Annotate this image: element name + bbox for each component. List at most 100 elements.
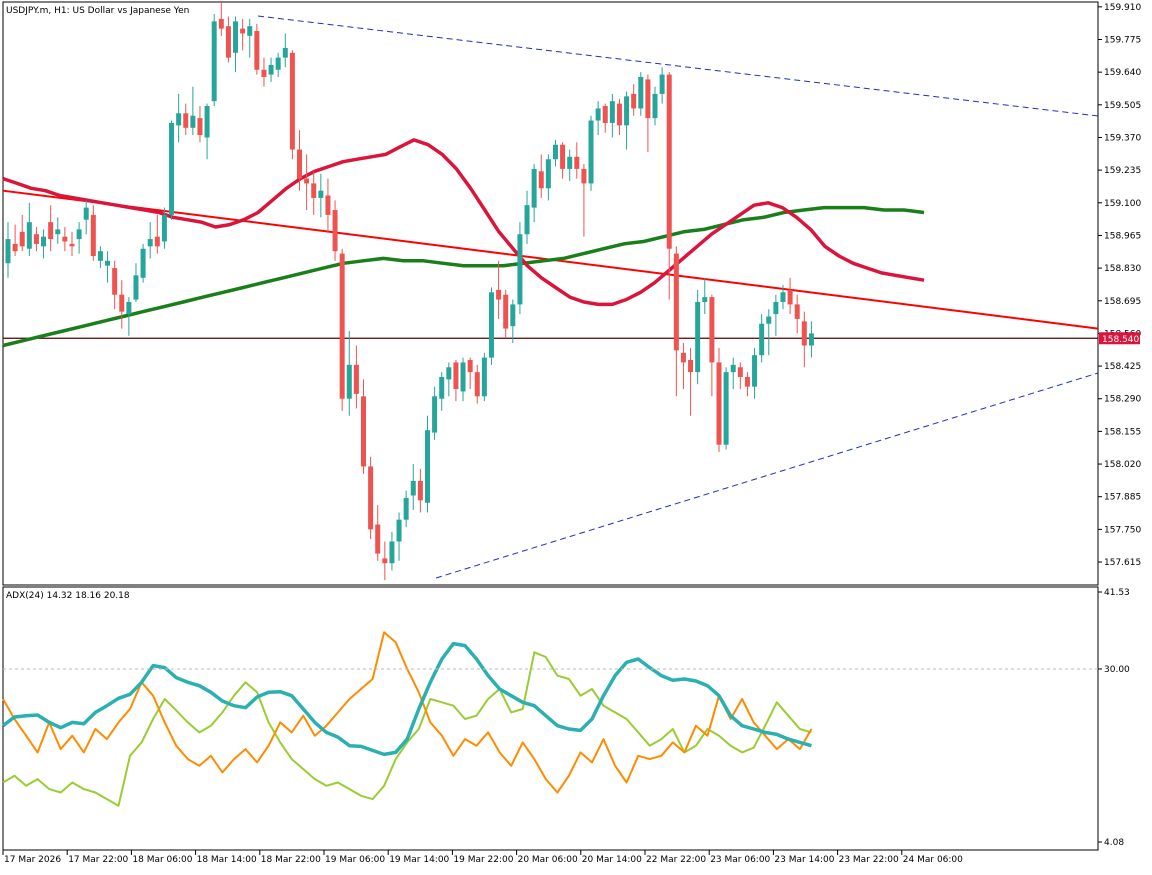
candle-body [503,294,509,329]
candle-body [510,304,516,327]
candle-body [33,234,39,244]
time-tick-label: 17 Mar 22:00 [68,855,128,865]
candle-body [595,108,601,121]
candle-body [140,248,146,278]
candle-body [624,96,630,126]
price-tick-label: 158.290 [1104,395,1141,405]
candle-body [602,106,608,123]
price-tick-label: 159.235 [1104,166,1141,176]
candle-body [574,156,580,169]
candle-body [688,360,694,373]
candle-body [147,239,153,247]
candle-body [673,253,679,351]
candle-body [5,239,11,264]
candle-body [403,497,409,520]
candle-body [581,168,587,184]
candle-body [794,304,800,319]
candle-body [325,195,331,215]
candle-body [339,253,345,399]
channel-lines[interactable] [3,15,1099,579]
candle-body [90,214,96,257]
candle-body [787,289,793,305]
candle-body [773,301,779,315]
price-tick-label: 157.615 [1104,558,1141,568]
candle-body [680,352,686,363]
candle-body [481,357,487,397]
price-tick-label: 157.750 [1104,525,1141,535]
candle-body [723,372,729,445]
plus-di-line [2,651,812,807]
chart-title: USDJPY.m, H1: US Dollar vs Japanese Yen [6,6,189,16]
candle-body [105,260,111,266]
time-tick-label: 20 Mar 14:00 [582,855,642,865]
candle-body [126,301,132,315]
adx-axis: 41.53 30.00 4.08 [3,588,1130,848]
candle-body [752,355,758,387]
indicator-title: ADX(24) 14.32 18.16 20.18 [6,591,130,601]
candle-body [567,156,573,169]
candle-body [552,144,558,160]
moving-averages [2,138,1099,348]
candle-body [282,47,288,58]
time-tick-label: 22 Mar 22:00 [646,855,706,865]
candle-body [261,69,267,77]
candle-body [119,294,125,312]
price-axis: 159.910 159.775 159.640 159.505 159.370 159.2… [1098,3,1141,568]
price-panel[interactable] [2,1,1099,586]
candle-body [41,236,47,247]
candle-body [453,362,459,390]
candle-body [83,207,89,220]
candle-body [176,113,182,126]
candle-body [389,541,395,564]
current-price-label-bg [1099,332,1140,345]
candle-body [766,316,772,324]
candle-body [169,122,175,215]
candle-body [396,519,402,542]
time-tick-label: 24 Mar 06:00 [903,855,963,865]
price-tick-label: 158.425 [1104,362,1141,372]
candle-body [496,289,502,300]
candle-body [112,268,118,295]
candle-body [545,159,551,189]
time-tick-label: 23 Mar 22:00 [839,855,899,865]
upper-channel-line [257,15,1099,117]
time-tick-label: 23 Mar 14:00 [774,855,834,865]
candle-body [133,275,139,300]
candle-body [538,171,544,189]
candle-body [197,118,203,136]
candle-body [638,76,644,109]
candles [5,2,814,581]
candle-body [62,236,68,242]
candle-body [190,115,196,128]
candle-body [695,301,701,373]
candle-body [801,321,807,346]
price-tick-label: 158.830 [1104,264,1141,274]
candle-body [517,234,523,305]
time-axis: 17 Mar 2026 17 Mar 22:00 18 Mar 06:00 18 Ma… [2,850,963,865]
candle-body [531,168,537,208]
candle-body [97,251,103,261]
candle-body [211,21,217,102]
time-tick-label: 19 Mar 06:00 [325,855,385,865]
candle-body [410,480,416,496]
candle-body [304,178,310,184]
time-tick-label: 18 Mar 06:00 [132,855,192,865]
candle-body [375,524,381,554]
candle-body [76,229,82,240]
price-tick-label: 158.965 [1104,231,1141,241]
price-tick-label: 159.775 [1104,35,1141,45]
candle-body [161,214,167,242]
candle-body [467,360,473,373]
candle-body [808,333,814,346]
price-tick-label: 158.695 [1104,297,1141,307]
candle-body [311,183,317,198]
candle-body [233,21,239,53]
candle-body [737,367,743,377]
price-tick-label: 159.640 [1104,68,1141,78]
candle-body [183,113,189,128]
candle-body [240,28,246,34]
ma-slow-line [2,205,925,348]
candle-body [218,18,224,29]
